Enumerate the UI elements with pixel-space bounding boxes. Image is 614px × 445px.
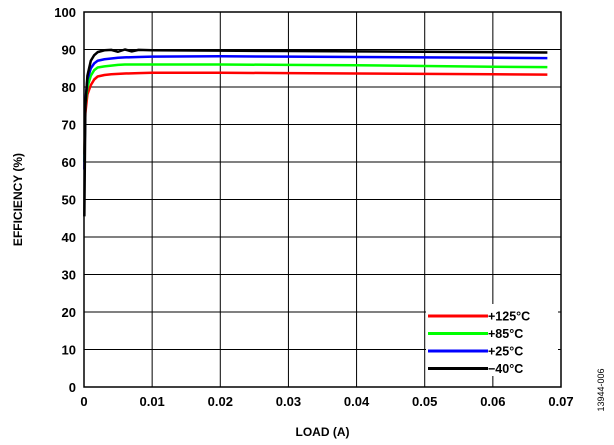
y-tick-label: 0 [69,380,76,395]
y-tick-label: 90 [62,43,76,58]
legend-label: +125°C [488,310,530,324]
y-tick-label: 30 [62,268,76,283]
y-tick-label: 60 [62,155,76,170]
x-tick-label: 0.02 [208,394,233,409]
x-tick-label: 0.04 [344,394,370,409]
legend-label: −40°C [488,362,523,376]
y-tick-label: 10 [62,343,76,358]
series-line-2 [83,63,548,163]
x-axis-label: LOAD (A) [296,425,350,439]
x-tick-label: 0.03 [276,394,301,409]
x-tick-label: 0.06 [480,394,505,409]
y-tick-label: 50 [62,193,76,208]
legend-label: +85°C [488,327,523,341]
series-line-4 [83,48,548,217]
series-line-1 [83,71,548,155]
y-tick-label: 70 [62,118,76,133]
x-tick-labels: 0 0.01 0.02 0.03 0.04 0.05 0.06 0.07 [80,394,573,409]
y-tick-label: 40 [62,230,76,245]
y-tick-label: 80 [62,80,76,95]
x-tick-label: 0 [80,394,87,409]
y-tick-label: 100 [54,5,76,20]
x-tick-label: 0.05 [412,394,437,409]
y-tick-labels: 0 10 20 30 40 50 60 70 80 90 100 [54,5,76,395]
figure-id: 13944-006 [596,368,606,411]
x-tick-label: 0.07 [548,394,573,409]
y-axis-label: EFFICIENCY (%) [11,153,25,246]
series-group [83,48,548,217]
plot-frame [83,11,562,388]
legend: +125°C +85°C +25°C −40°C [426,304,558,376]
y-tick-label: 20 [62,305,76,320]
series-line-3 [83,55,548,170]
x-tick-label: 0.01 [139,394,164,409]
legend-label: +25°C [488,345,523,359]
